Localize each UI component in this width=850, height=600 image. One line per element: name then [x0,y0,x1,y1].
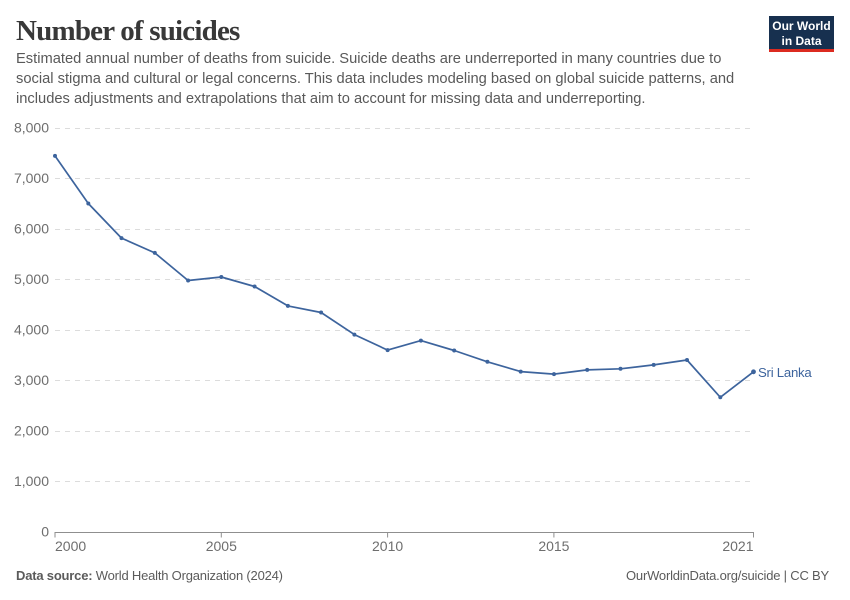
svg-text:2005: 2005 [206,538,237,554]
svg-text:2000: 2000 [55,538,86,554]
svg-text:Sri Lanka: Sri Lanka [758,365,812,380]
svg-text:1,000: 1,000 [14,473,49,489]
svg-text:5,000: 5,000 [14,271,49,287]
svg-text:0: 0 [41,524,49,540]
svg-text:2010: 2010 [372,538,403,554]
svg-text:6,000: 6,000 [14,221,49,237]
svg-text:4,000: 4,000 [14,322,49,338]
svg-text:2015: 2015 [538,538,569,554]
svg-text:7,000: 7,000 [14,170,49,186]
svg-text:3,000: 3,000 [14,372,49,388]
svg-text:2021: 2021 [722,538,753,554]
svg-text:8,000: 8,000 [14,120,49,136]
svg-text:2,000: 2,000 [14,423,49,439]
